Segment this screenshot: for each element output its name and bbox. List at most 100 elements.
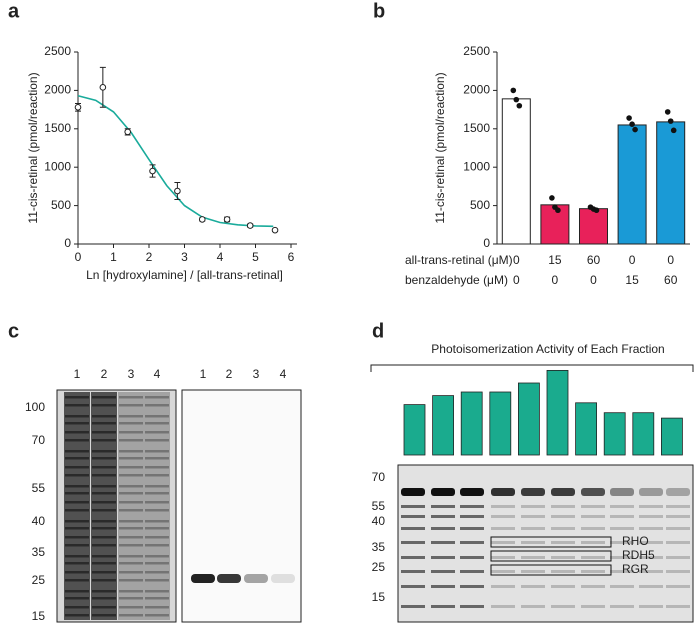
y-tick-label: 2500 [44, 44, 71, 58]
data-point [124, 128, 131, 136]
gel-band [581, 605, 605, 608]
gel-band [119, 597, 143, 600]
y-tick-label: 1500 [463, 121, 490, 135]
gel-band [65, 404, 89, 407]
data-dot [516, 102, 523, 109]
gel-band [119, 415, 143, 418]
gel-band [119, 544, 143, 547]
x-tick-label: 1 [110, 250, 117, 264]
gel-band [92, 466, 116, 469]
y-tick-label: 1000 [44, 159, 71, 173]
gel-band [119, 439, 143, 442]
gel-band [145, 466, 169, 469]
y-tick-label: 1000 [463, 159, 490, 173]
gel-band [65, 614, 89, 617]
gel-band [610, 605, 634, 608]
gel-band [639, 570, 663, 573]
gel-band [610, 556, 634, 559]
data-point [271, 226, 279, 234]
data-point [198, 216, 206, 223]
data-point [149, 167, 156, 175]
row-value: 0 [552, 273, 559, 287]
marker-label: 55 [32, 481, 46, 495]
lane-label: 2 [101, 367, 108, 381]
data-dot [510, 87, 517, 94]
gel-band [460, 605, 484, 608]
gel-band [145, 439, 169, 442]
gel-lane [118, 392, 144, 620]
gel-band [145, 562, 169, 565]
gel-band [551, 585, 575, 588]
gel-band [145, 597, 169, 600]
gel-band [65, 466, 89, 469]
gel-band [521, 570, 545, 573]
gel-band [119, 492, 143, 495]
gel-band [431, 556, 455, 559]
gel-band [460, 570, 484, 573]
gel-band [666, 541, 690, 544]
gel-band [610, 527, 634, 530]
data-dot [632, 126, 638, 133]
gel-band [639, 527, 663, 530]
gel-band [65, 439, 89, 442]
gel-band [145, 457, 169, 460]
gel-band [666, 505, 690, 508]
gel-band [460, 541, 484, 544]
gel-band [666, 527, 690, 530]
gel-band [119, 527, 143, 530]
gel-band [639, 541, 663, 544]
chart-title: Photoisomerization Activity of Each Frac… [431, 342, 664, 356]
gel-band [119, 450, 143, 453]
gel-band [460, 585, 484, 588]
blot-band [191, 574, 215, 583]
gel-band [401, 515, 425, 518]
gel-band [92, 485, 116, 488]
gel-band [65, 520, 89, 523]
gel-band [119, 404, 143, 407]
row-label: benzaldehyde (μM) [405, 273, 508, 287]
gel-band [610, 488, 634, 496]
row-value: 60 [664, 273, 678, 287]
marker-label: 35 [32, 545, 46, 559]
gel-band [119, 501, 143, 504]
gel-band [581, 556, 605, 559]
band-box [490, 564, 612, 576]
gel-band [92, 439, 116, 442]
gel-band [431, 585, 455, 588]
gel-band [145, 571, 169, 574]
bar [617, 124, 647, 245]
gel-band [145, 590, 169, 593]
gel-band [666, 515, 690, 518]
marker-label: 100 [25, 400, 45, 414]
bar [518, 382, 540, 456]
gel-band [521, 585, 545, 588]
marker-label: 25 [372, 560, 386, 574]
band-label: RHO [622, 534, 649, 548]
gel-band [119, 614, 143, 617]
gel-band [521, 488, 545, 496]
gel-band [145, 501, 169, 504]
gel-band [145, 555, 169, 558]
gel-band [119, 396, 143, 399]
data-point [246, 222, 254, 229]
y-axis-label: 11-cis-retinal (pmol/reaction) [26, 72, 40, 223]
gel-band [65, 450, 89, 453]
row-value: 0 [513, 253, 520, 267]
gel-band [92, 509, 116, 512]
data-dot [513, 96, 520, 103]
gel-band [65, 422, 89, 425]
gel-band [119, 466, 143, 469]
gel-band [610, 515, 634, 518]
blot-band [244, 574, 268, 583]
band-box [490, 550, 612, 562]
lane-label: 4 [154, 367, 161, 381]
gel-band [119, 536, 143, 539]
row-value: 0 [590, 273, 597, 287]
gel-right [181, 389, 302, 623]
gel-band [92, 562, 116, 565]
gel-band [92, 501, 116, 504]
gel-band [65, 606, 89, 609]
y-tick-label: 0 [483, 236, 490, 250]
row-value: 0 [513, 273, 520, 287]
gel-band [431, 505, 455, 508]
